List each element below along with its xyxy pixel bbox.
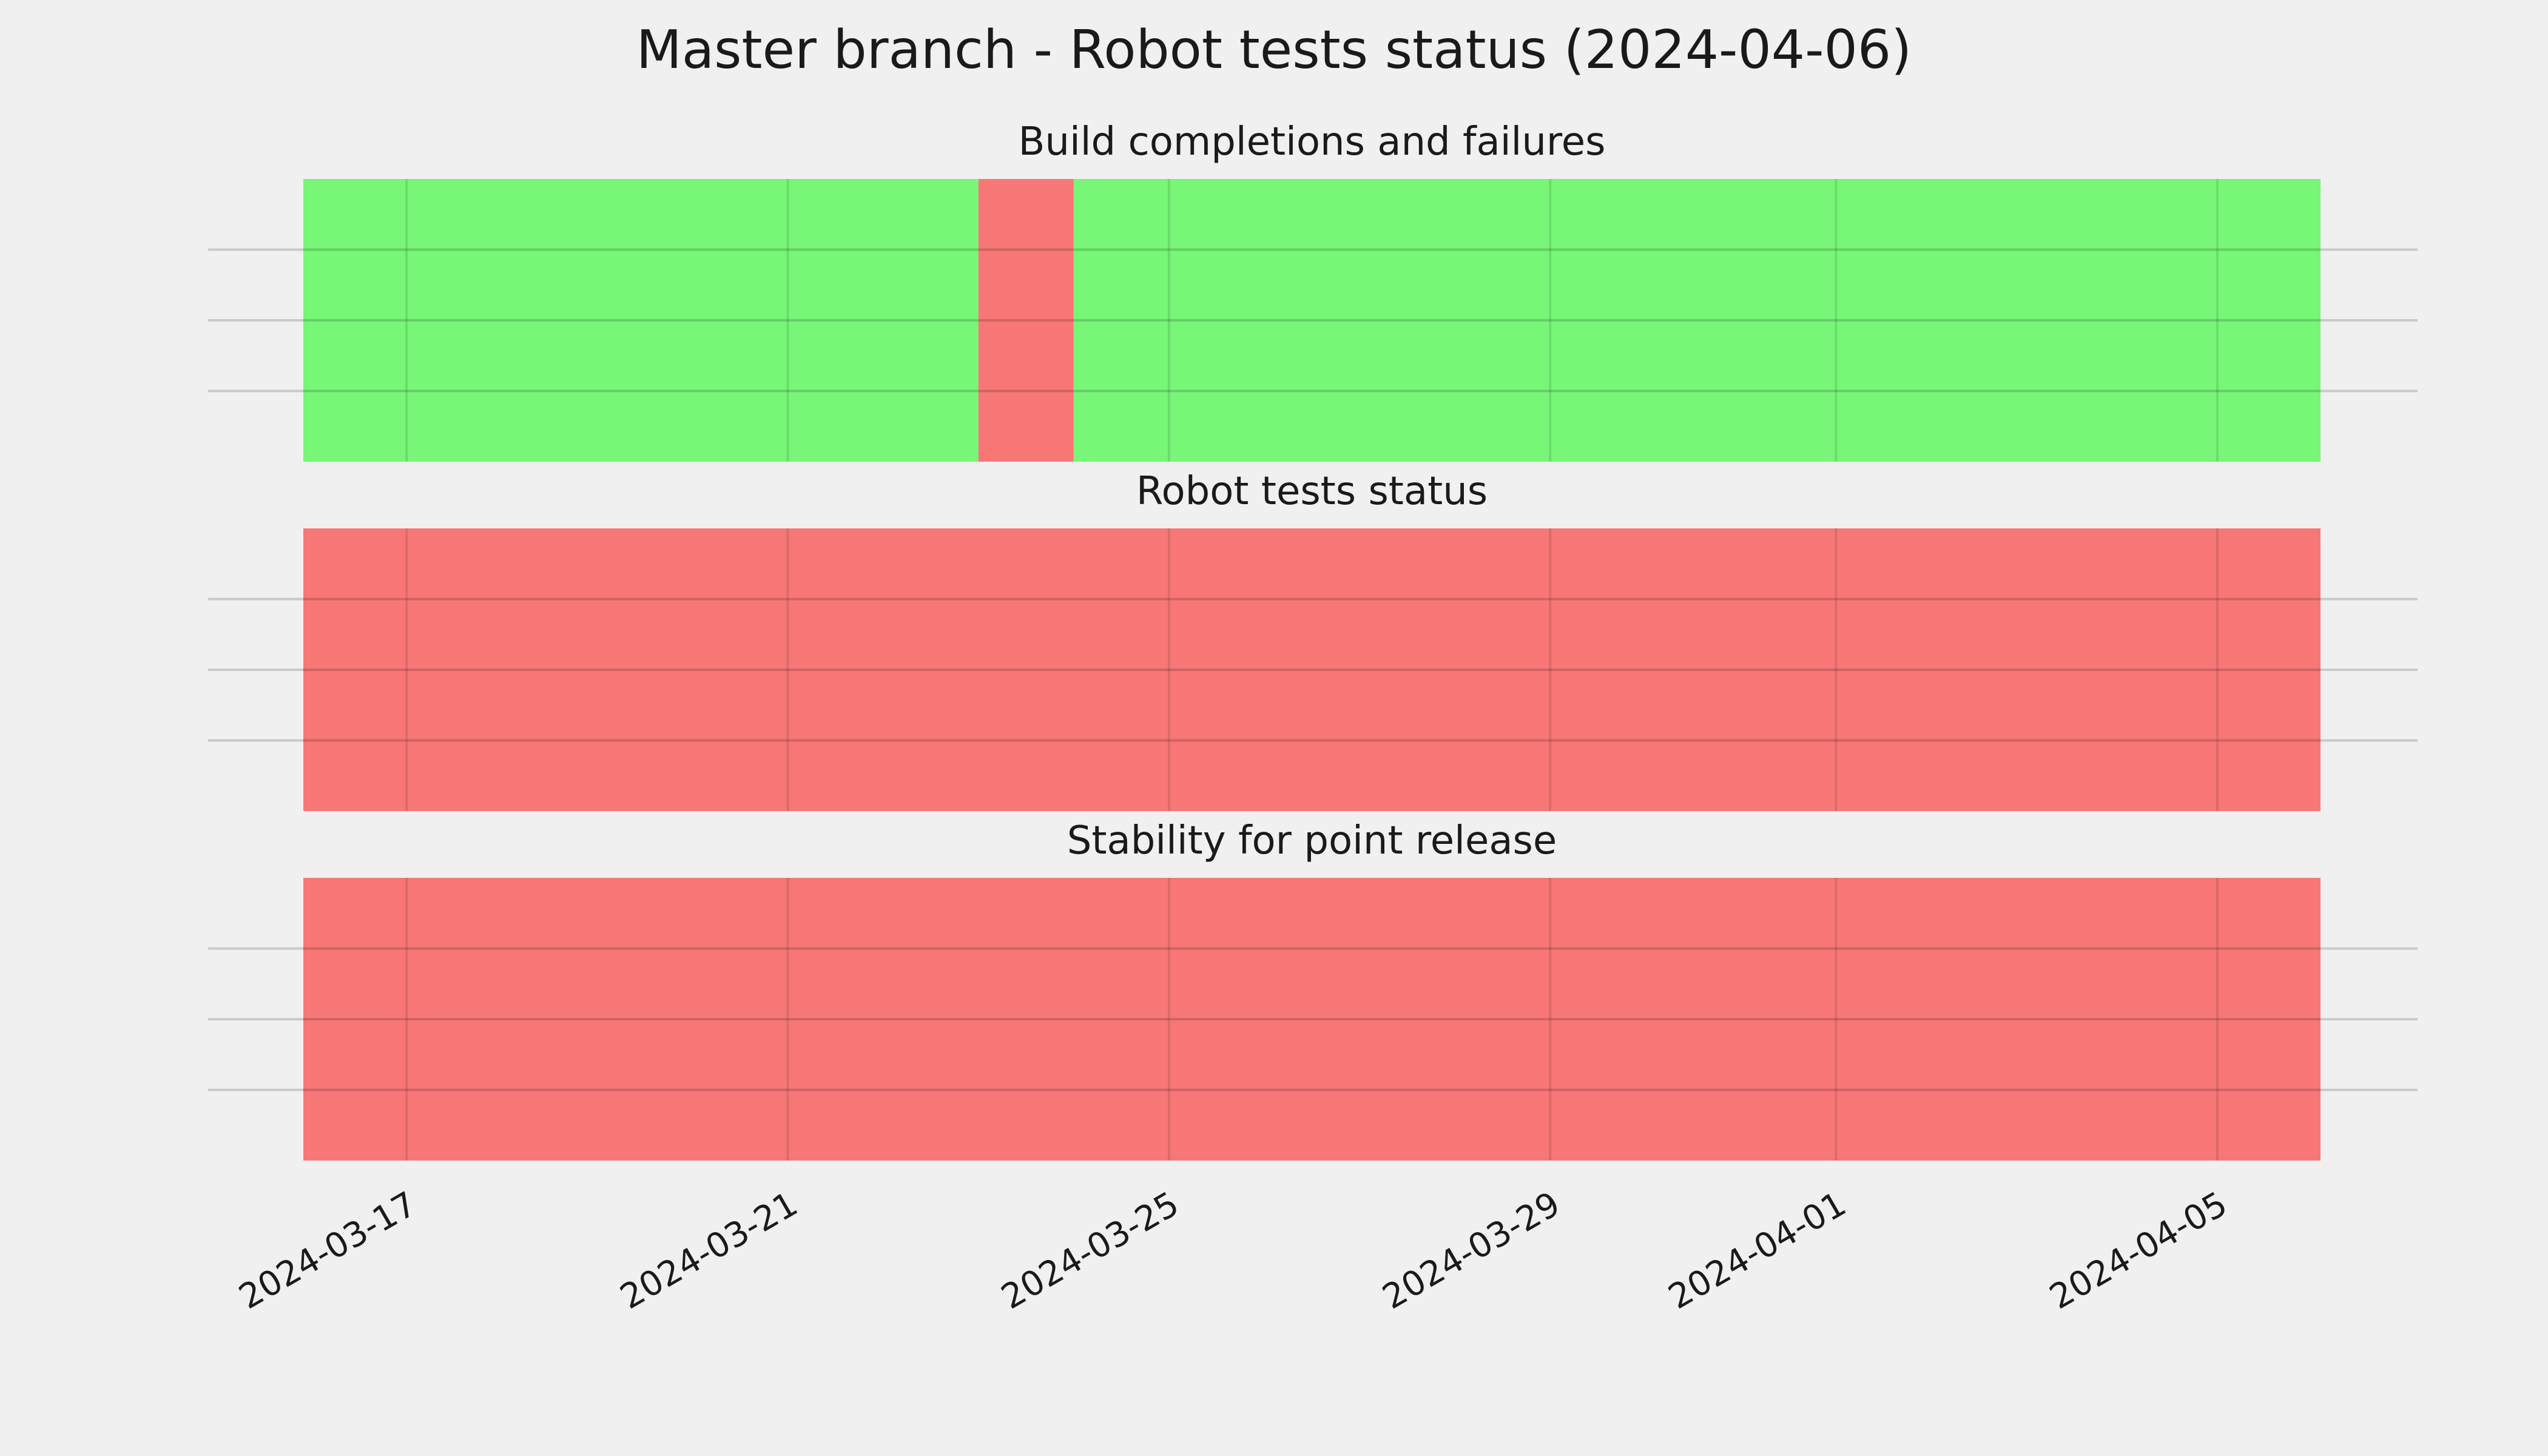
status-segment-fail [303,528,2320,811]
panel-1: Build completions and failures [208,120,2418,462]
panel-2: Robot tests status [208,469,2418,811]
status-segment-fail [303,878,2320,1161]
status-segment-pass [303,179,979,462]
panels: Build completions and failures Robot test… [208,120,2418,1161]
chart-title: Master branch - Robot tests status (2024… [636,19,1912,81]
panel-title: Build completions and failures [1019,120,1606,164]
panel-title: Stability for point release [1067,818,1557,863]
panel-3: Stability for point release [208,818,2418,1161]
status-segment-fail [978,179,1074,462]
status-segment-pass [1073,179,2320,462]
panel-title: Robot tests status [1136,469,1488,514]
